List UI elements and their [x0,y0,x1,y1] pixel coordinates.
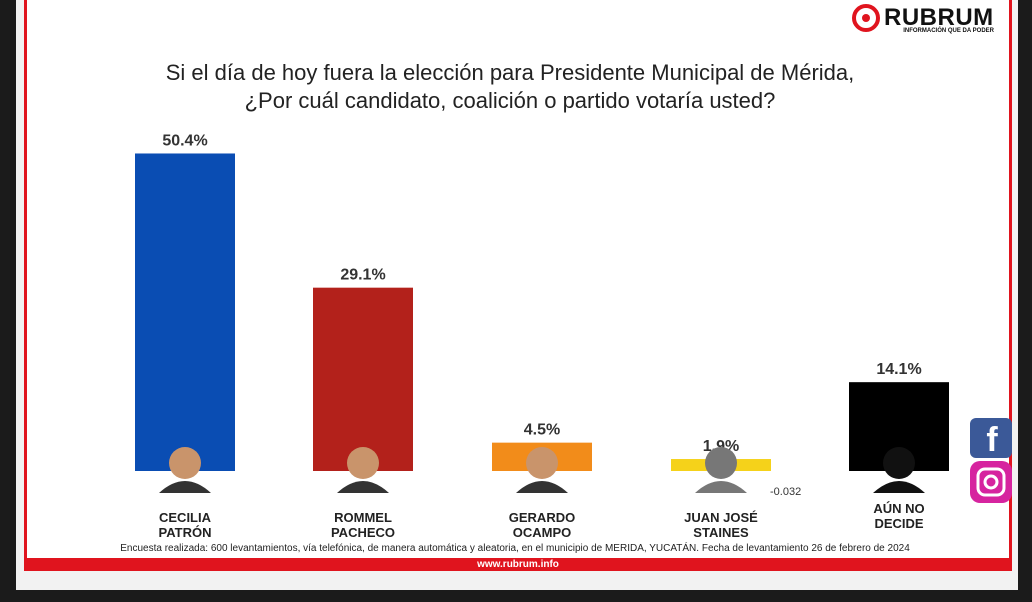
value-label: 14.1% [876,361,921,378]
value-label: 29.1% [340,267,385,284]
title: ¿Por cuál candidato, coalición o partido… [244,88,776,113]
portrait [873,481,925,493]
bar [313,287,413,471]
instagram-glyph [976,467,1006,497]
bar [135,153,235,472]
portrait [347,447,379,479]
portrait [337,481,389,493]
category-label: JUAN JOSÉ STAINES [684,510,758,540]
facebook-f: f [986,421,998,459]
logo-mark [862,14,870,22]
portrait [516,481,568,493]
category-label: GERARDO OCAMPO [508,510,576,540]
value-label: 4.5% [524,422,560,439]
instagram-icon [970,461,1012,503]
category-label: CECILIA PATRÓN [158,510,212,540]
url: www.rubrum.info [27,558,1009,571]
portrait [695,481,747,493]
title: Si el día de hoy fuera la elección para … [165,60,855,85]
logo-mark [852,4,880,32]
tagline: INFORMACIÓN QUE DA PODER [903,28,994,34]
portrait [526,447,558,479]
value-label: 50.4% [162,132,207,149]
footnote: Encuesta realizada: 600 levantamientos, … [120,543,910,554]
category-label: ROMMEL PACHECO [330,510,396,540]
brand: RUBRUM [884,4,994,31]
portrait [705,447,737,479]
portrait [169,447,201,479]
category-label: AÚN NO DECIDE [873,501,925,531]
annotation: -0.032 [770,486,801,498]
instagram-glyph [983,474,999,490]
facebook-icon [970,418,1012,458]
portrait [159,481,211,493]
portrait [883,447,915,479]
